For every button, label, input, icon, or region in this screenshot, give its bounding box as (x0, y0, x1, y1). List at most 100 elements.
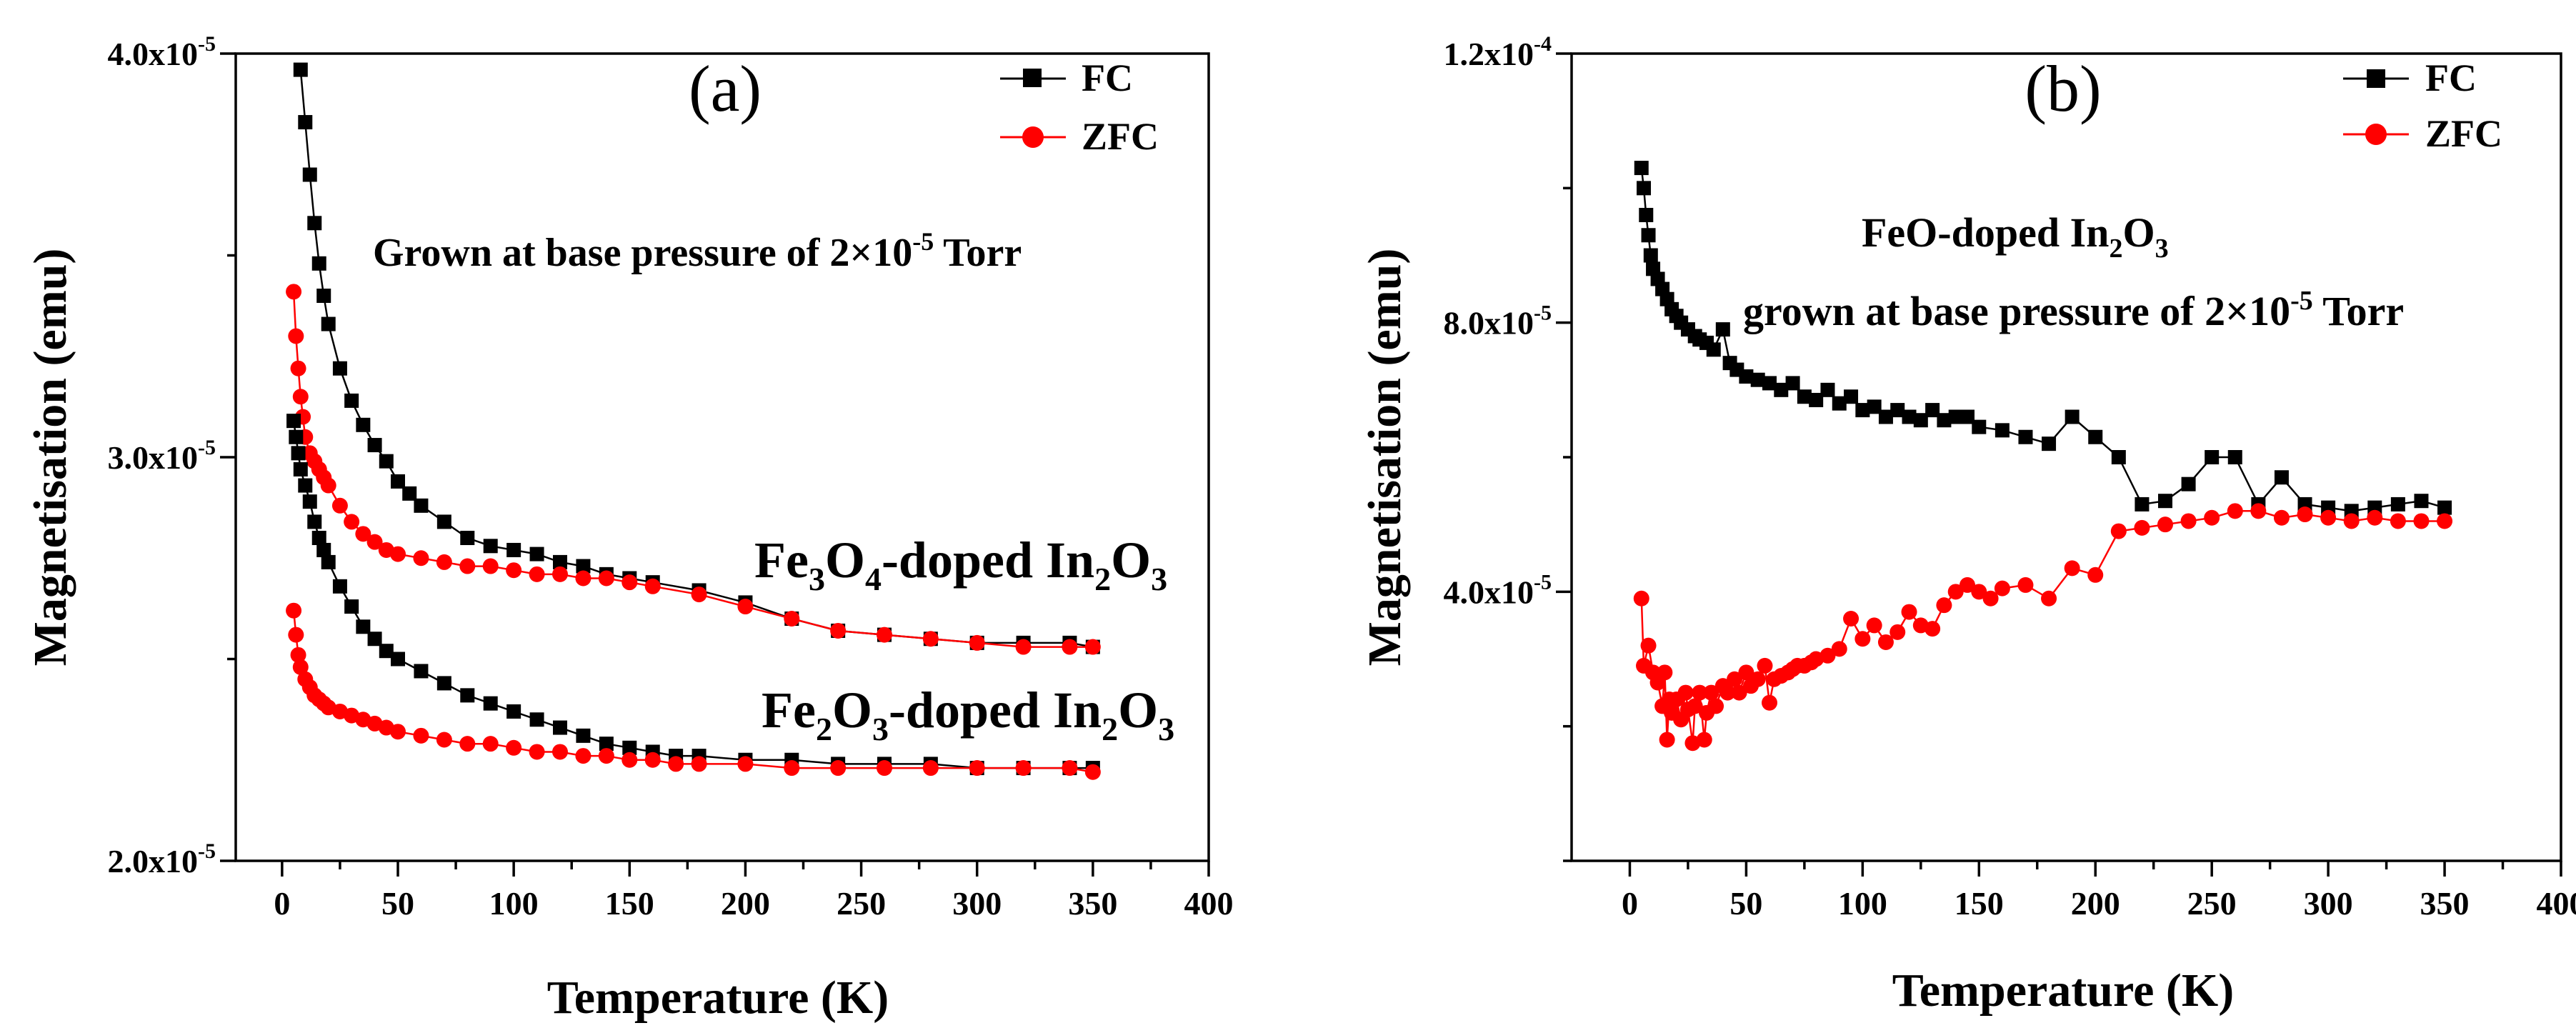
panel-a-fc-point (321, 316, 336, 331)
panel-a-zfc-point (1062, 639, 1078, 655)
panel-a-zfc-point (1015, 760, 1032, 777)
panel-a-fc-point (356, 417, 371, 432)
panel-b-fc-point (1739, 369, 1754, 384)
panel-b-fc-point (2274, 470, 2289, 485)
panel-a-zfc-point (413, 727, 429, 744)
panel-b-zfc-point (1947, 584, 1964, 600)
panel-b-y-tick-label: 1.2x10-4 (1444, 32, 1552, 72)
panel-b-fc-point (2414, 494, 2429, 509)
panel-a-y-tick-label: 3.0x10-5 (108, 436, 216, 476)
panel-a-fc-point (529, 712, 544, 727)
panel-a-zfc-point (1084, 639, 1101, 655)
panel-b-fc-point (1972, 419, 1987, 434)
panel-b-fc-point (1902, 409, 1917, 424)
panel-a-zfc-point (288, 328, 304, 344)
panel-a-zfc-point (969, 760, 985, 777)
panel-a-fc-point (316, 289, 331, 303)
panel-b-zfc-point (1677, 684, 1694, 701)
panel-b-fc-point (1913, 413, 1928, 428)
panel-b-zfc-point (2320, 509, 2337, 526)
panel-b-zfc-point (1936, 597, 1952, 614)
panel-b-frame (1570, 52, 2562, 862)
panel-a-zfc-point (784, 760, 800, 777)
panel-a-fc-point (553, 554, 567, 569)
panel-a-fc-point (332, 579, 347, 594)
panel-b-zfc-point (2204, 509, 2220, 526)
panel-a-fc-point (622, 740, 637, 755)
panel-a-fc-point (311, 256, 326, 271)
panel-a-zfc-point (1062, 760, 1078, 777)
panel-b-fc-point (1774, 382, 1789, 397)
panel-a-zfc-point (320, 477, 336, 494)
panel-b-fc-point (2205, 450, 2220, 464)
panel-b-zfc-point (1719, 684, 1736, 701)
panel-b-zfc-point (1687, 698, 1703, 714)
panel-a-zfc-point (830, 622, 847, 639)
panel-a-fc-point (298, 478, 313, 493)
panel-a-fc-point (307, 216, 322, 231)
panel-a-zfc-point (922, 760, 939, 777)
panel-a-label: (a) (689, 52, 762, 125)
panel-a-zfc-point (621, 574, 638, 591)
panel-a-zfc-point (737, 756, 754, 772)
panel-a-fc-point (576, 728, 591, 743)
panel-b-series-zfc-line (1640, 510, 2445, 744)
panel-b-zfc-point (1854, 631, 1871, 647)
panel-a-fc-point (379, 644, 394, 659)
panel-a-zfc-point (922, 631, 939, 647)
panel-b-fc-point (1706, 342, 1721, 357)
panel-b-zfc-point (2041, 590, 2057, 607)
panel-a-fc-point (436, 676, 451, 691)
panel-b-fc-point (2018, 429, 2033, 444)
panel-b-x-tick-label: 250 (2187, 885, 2237, 922)
panel-a-zfc-point (784, 611, 800, 627)
panel-b-fc-point (2111, 450, 2126, 464)
panel-a-y-tick-label: 4.0x10-5 (108, 32, 216, 72)
panel-b-zfc-point (1877, 634, 1894, 650)
panel-b-x-tick-label: 50 (1729, 885, 1762, 922)
panel-a-zfc-point (969, 634, 985, 651)
panel-b-zfc-point (1640, 637, 1657, 654)
panel-b-zfc-point (1866, 617, 1882, 634)
panel-b-pressure-annotation: grown at base pressure of 2×10-5 Torr (1743, 286, 2404, 334)
panel-b-zfc-point (1749, 671, 1766, 687)
panel-a-zfc-point (644, 578, 661, 594)
panel-b-fc-point (1797, 389, 1812, 404)
panel-b-fc-point (1937, 413, 1952, 428)
panel-b-zfc-point (1971, 584, 1987, 600)
panel-a-zfc-point (482, 736, 499, 752)
panel-a-x-tick-label: 400 (1184, 885, 1234, 922)
panel-a-zfc-point (459, 558, 476, 574)
panel-a-fc-point (506, 704, 521, 719)
panel-a-zfc-point (877, 627, 892, 643)
panel-b-zfc-point (2297, 506, 2313, 523)
panel-b-fc-point (1762, 376, 1777, 391)
panel-a-fc-point (414, 664, 429, 679)
pressure-unit: Torr (934, 231, 1022, 275)
panel-a-fc-point (293, 62, 308, 77)
panel-a-fc-point (332, 361, 347, 376)
panel-b-fc-point (1639, 208, 1654, 222)
panel-b-x-tick-label: 400 (2537, 885, 2576, 922)
fe3o4-sample-label: Fe3O4-doped In2O3 (754, 532, 1167, 597)
panel-a-y-tick-label: 2.0x10-5 (108, 839, 216, 879)
panel-a-zfc-point (506, 562, 522, 579)
feo-sample-label: FeO-doped In2O3 (1862, 209, 2169, 264)
panel-b-fc-point (2042, 436, 2057, 451)
panel-b-x-tick-label: 350 (2420, 885, 2470, 922)
legend-fc-marker (1023, 69, 1042, 87)
panel-b-zfc-point (2180, 513, 2197, 529)
panel-b-zfc-point (2250, 503, 2267, 519)
legend-fc-marker (2367, 69, 2385, 88)
panel-a-x-tick-label: 350 (1068, 885, 1117, 922)
panel-b-fc-point (2227, 450, 2242, 464)
legend-fc-label: FC (1082, 56, 1133, 99)
panel-b-fc-point (1925, 403, 1940, 418)
panel-a-x-tick-label: 200 (721, 885, 770, 922)
panel-a-zfc-point (390, 724, 406, 740)
panel-b-fc-point (1637, 181, 1652, 196)
panel-a-x-tick-label: 100 (489, 885, 539, 922)
panel-a-zfc-point (331, 497, 348, 514)
panel-b-zfc-point (2157, 516, 2173, 533)
panel-b-zfc-point (2064, 560, 2080, 577)
